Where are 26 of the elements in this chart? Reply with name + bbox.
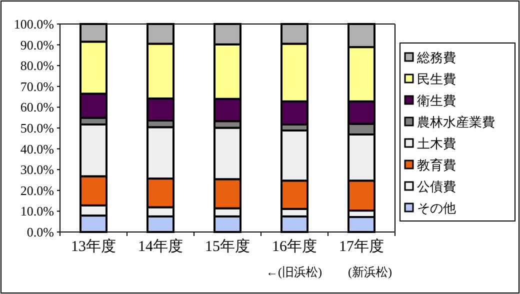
y-tick-label: 60.0% xyxy=(20,100,54,115)
y-tick-label: 80.0% xyxy=(20,58,54,74)
y-tick-label: 10.0% xyxy=(20,204,54,219)
text: ←(旧浜松) xyxy=(266,265,322,279)
legend-label: 教育費 xyxy=(417,158,456,172)
x-tick-label: 14年度 xyxy=(138,238,183,255)
legend-label: 民生費 xyxy=(417,72,456,86)
legend-label: その他 xyxy=(417,200,456,216)
y-tick-label: 40.0% xyxy=(20,141,54,156)
x-tick-label: 17年度 xyxy=(339,238,384,255)
x-tick-label: 13年度 xyxy=(71,238,116,255)
x-tick-label: 16年度 xyxy=(272,238,317,255)
y-tick-label: 90.0% xyxy=(20,37,54,52)
legend-label: 衛生費 xyxy=(417,93,456,108)
y-tick-label: 20.0% xyxy=(20,182,54,198)
legend-label: 公債費 xyxy=(417,179,456,194)
y-tick-label: 50.0% xyxy=(20,120,54,136)
y-tick-label: 100.0% xyxy=(14,16,54,32)
legend-label: 土木費 xyxy=(417,136,456,151)
text: (新浜松) xyxy=(348,265,392,279)
y-tick-label: 30.0% xyxy=(20,162,54,178)
x-tick-label: 15年度 xyxy=(205,238,250,255)
y-tick-label: 70.0% xyxy=(20,78,54,94)
legend-label: 農林水産業費 xyxy=(417,114,495,130)
legend-label: 総務費 xyxy=(416,50,456,65)
y-tick-label: 0.0% xyxy=(26,224,54,240)
